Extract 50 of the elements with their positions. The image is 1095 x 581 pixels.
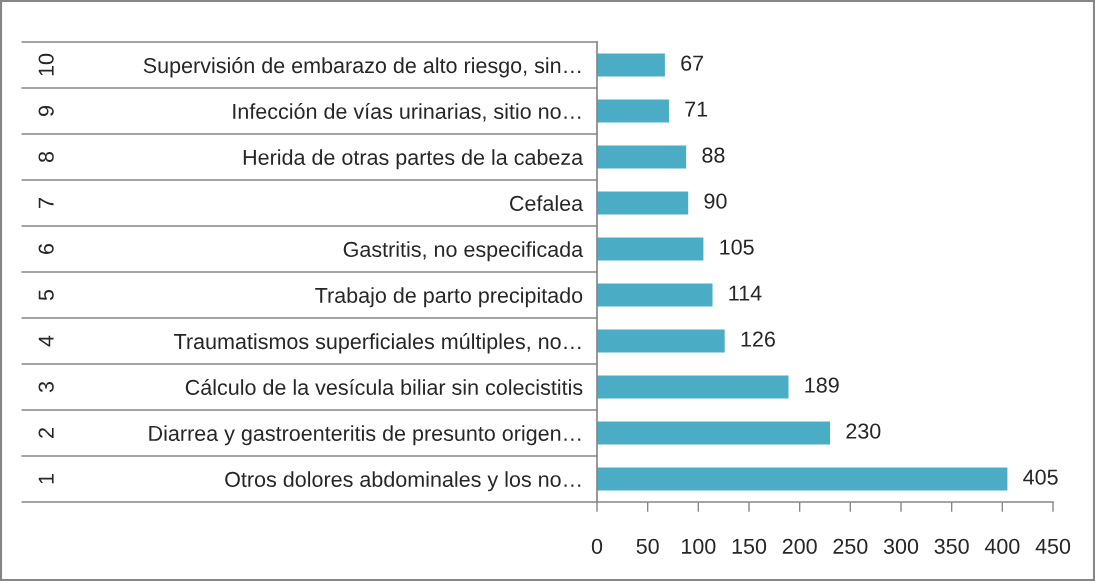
data-label: 189	[805, 377, 839, 393]
bar	[597, 283, 713, 307]
y2-tick-label: 5	[38, 289, 54, 301]
bar	[597, 99, 669, 123]
x-tick-label: 100	[682, 538, 716, 554]
x-tick-label: 50	[636, 538, 659, 554]
y-tick-label: Trabajo de parto precipitado	[315, 287, 583, 308]
y-tick-label: Diarrea y gastroenteritis de presunto origen…	[149, 425, 581, 446]
x-tick-label: 450	[1035, 538, 1071, 554]
bar	[597, 421, 831, 445]
bar	[597, 145, 687, 169]
bar	[597, 375, 789, 399]
bar	[597, 329, 725, 353]
data-label: 126	[741, 331, 775, 347]
data-label: 114	[729, 285, 762, 301]
bar	[597, 53, 665, 77]
y2-tick-label: 2	[38, 428, 54, 438]
bar	[597, 191, 689, 215]
y-tick-label: Supervisión de embarazo de alto riesgo, sin…	[143, 57, 581, 78]
data-label: 90	[704, 193, 727, 209]
y-tick-label: Traumatismos superficiales múltiples, no…	[174, 333, 581, 354]
data-label: 230	[846, 423, 881, 439]
x-tick-label: 200	[782, 538, 817, 554]
data-label: 71	[685, 101, 708, 117]
x-tick-label: 300	[883, 538, 919, 554]
y2-tick-label: 10	[38, 53, 54, 76]
y-tick-label: Infección de vías urinarias, sitio no…	[233, 102, 581, 122]
x-tick-label: 0	[591, 538, 603, 554]
bar	[597, 467, 1008, 491]
y2-tick-label: 4	[38, 335, 54, 347]
y2-tick-label: 1	[38, 474, 54, 484]
data-label: 88	[702, 147, 725, 163]
y2-tick-label: 6	[38, 243, 54, 254]
y-tick-label: Gastritis, no especificada	[343, 241, 584, 262]
data-label: 67	[681, 55, 704, 71]
y-tick-label: Cefalea	[510, 195, 584, 212]
y2-tick-label: 3	[38, 381, 54, 393]
x-tick-label: 350	[934, 538, 969, 554]
x-tick-label: 400	[984, 538, 1020, 554]
y2-tick-label: 9	[38, 106, 54, 116]
data-label: 105	[720, 239, 754, 255]
y2-tick-label: 7	[38, 198, 54, 208]
y-tick-label: Otros dolores abdominales y los no…	[225, 471, 581, 492]
bar	[597, 237, 704, 261]
data-label: 405	[1023, 469, 1058, 485]
y-tick-label: Herida de otras partes de la cabeza	[243, 149, 584, 170]
y2-tick-label: 8	[38, 151, 54, 163]
x-tick-label: 150	[732, 538, 767, 554]
x-tick-label: 250	[833, 538, 868, 554]
y-tick-label: Cálculo de la vesícula biliar sin colecistitis	[185, 378, 583, 396]
